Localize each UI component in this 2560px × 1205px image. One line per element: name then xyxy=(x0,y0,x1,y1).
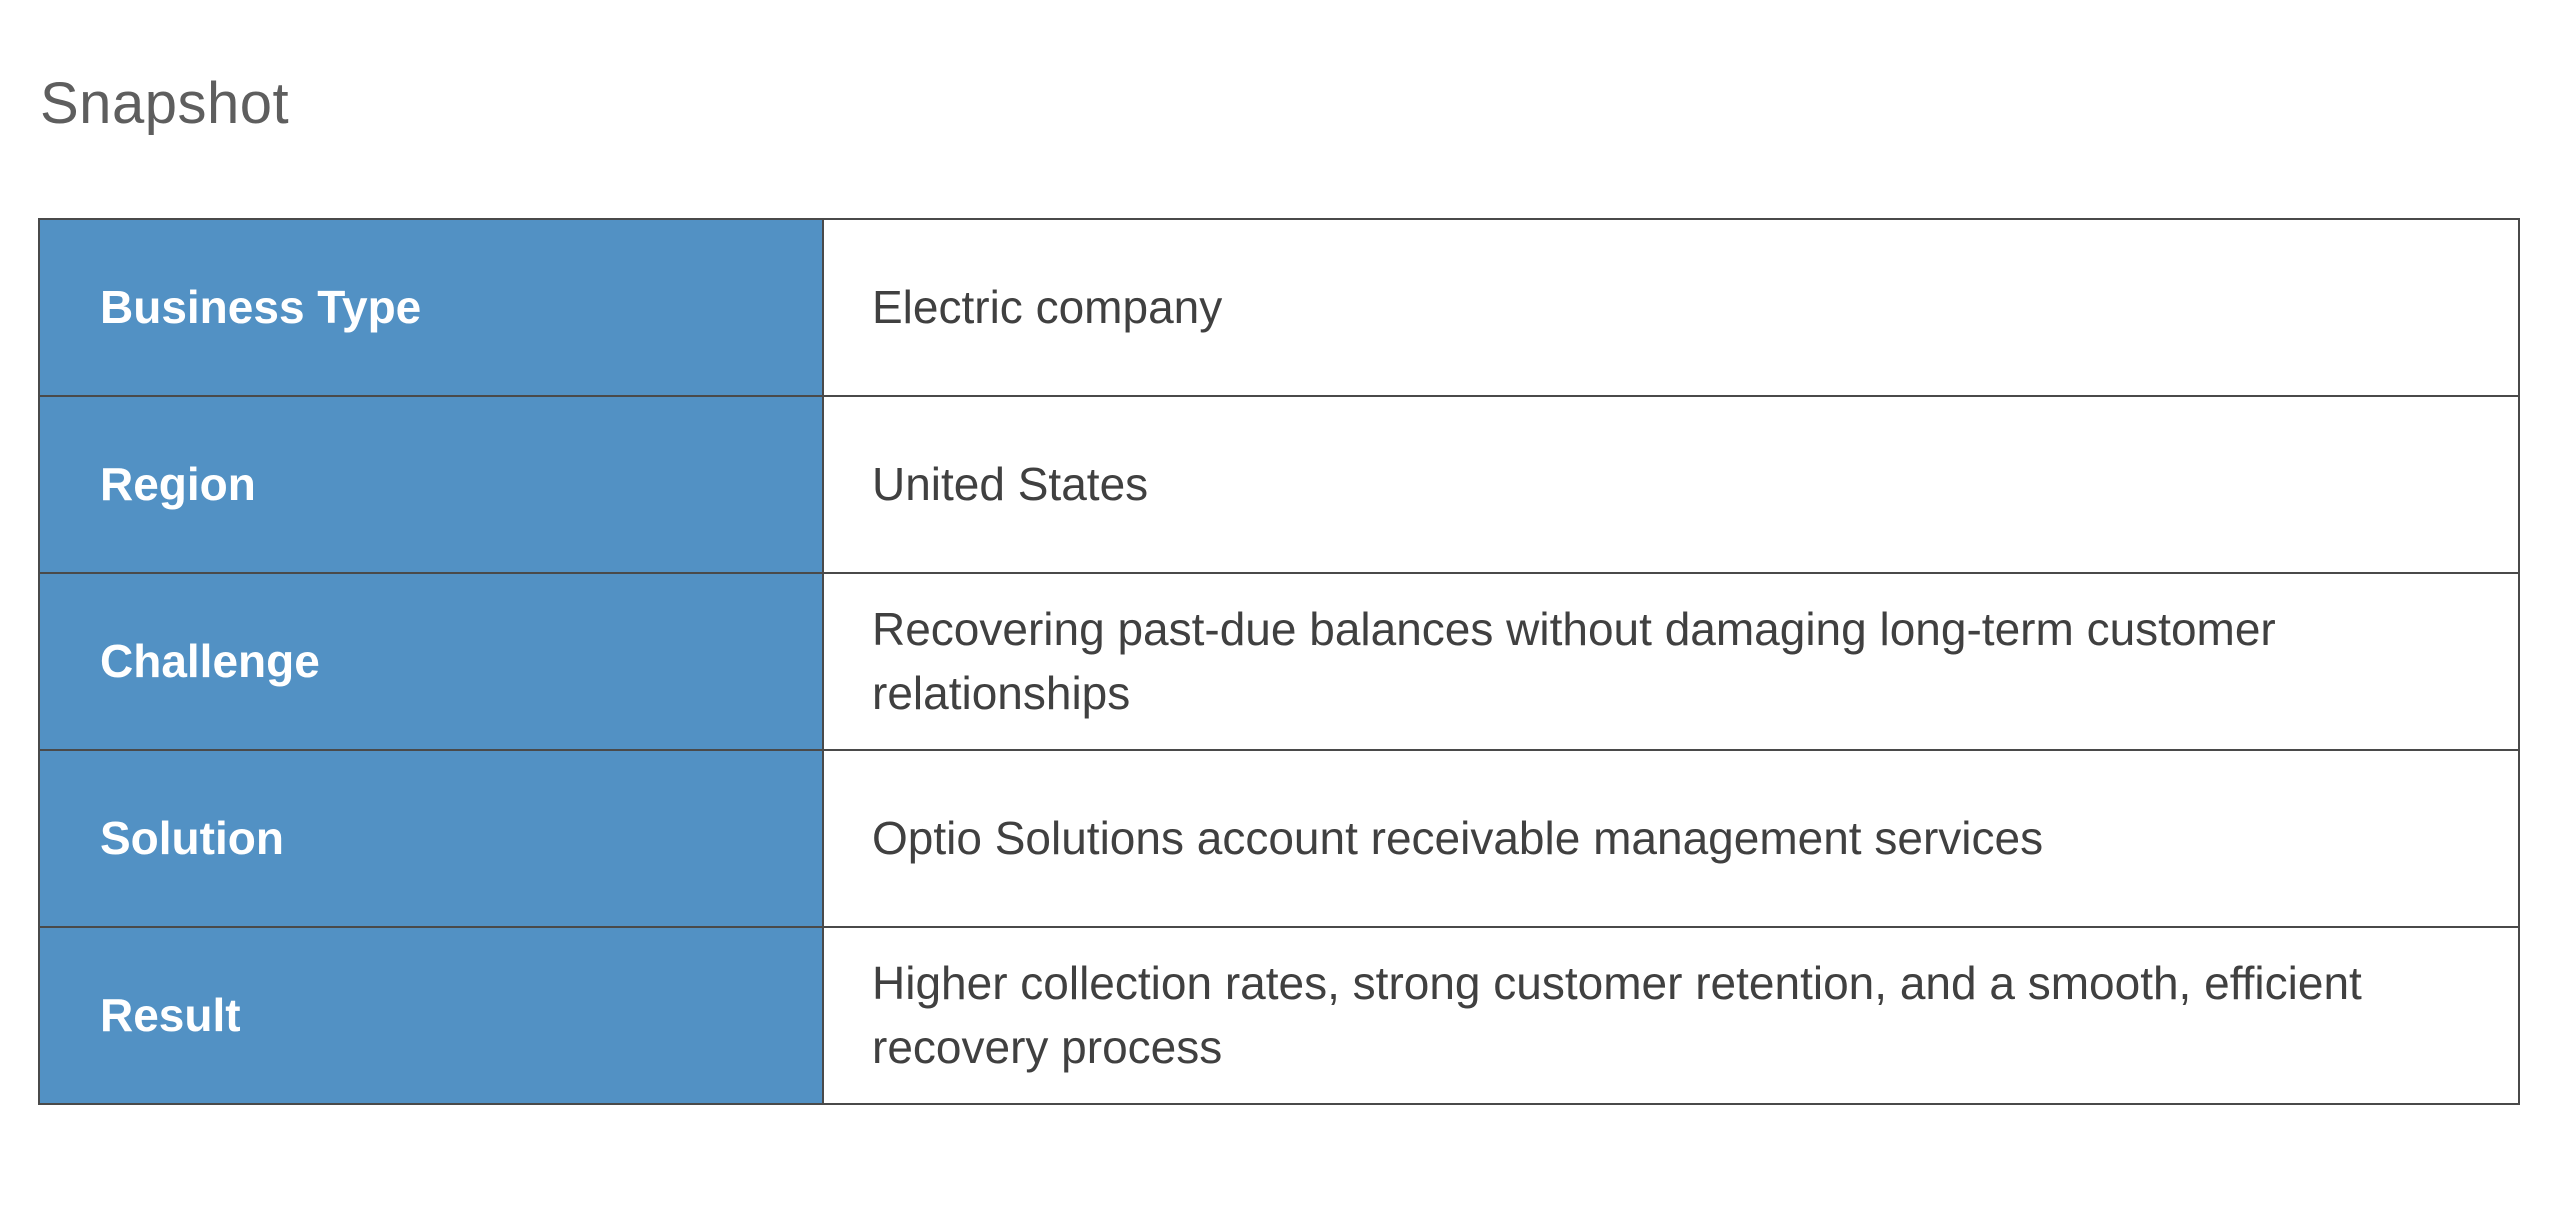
table-row: Business Type Electric company xyxy=(38,218,2520,398)
row-label-cell: Solution xyxy=(38,749,824,929)
row-label-cell: Result xyxy=(38,926,824,1106)
row-value-cell: Higher collection rates, strong customer… xyxy=(822,926,2520,1106)
table-row: Region United States xyxy=(38,395,2520,575)
table-row: Challenge Recovering past-due balances w… xyxy=(38,572,2520,752)
row-value-cell: Electric company xyxy=(822,218,2520,398)
row-value-cell: Optio Solutions account receivable manag… xyxy=(822,749,2520,929)
page-title: Snapshot xyxy=(40,71,290,136)
row-value-cell: United States xyxy=(822,395,2520,575)
table-row: Solution Optio Solutions account receiva… xyxy=(38,749,2520,929)
snapshot-table: Business Type Electric company Region Un… xyxy=(38,218,2520,1106)
row-value-cell: Recovering past-due balances without dam… xyxy=(822,572,2520,752)
table-row: Result Higher collection rates, strong c… xyxy=(38,926,2520,1106)
row-label-cell: Business Type xyxy=(38,218,824,398)
row-label-cell: Challenge xyxy=(38,572,824,752)
page-container: Snapshot Business Type Electric company … xyxy=(38,71,2520,1106)
row-label-cell: Region xyxy=(38,395,824,575)
